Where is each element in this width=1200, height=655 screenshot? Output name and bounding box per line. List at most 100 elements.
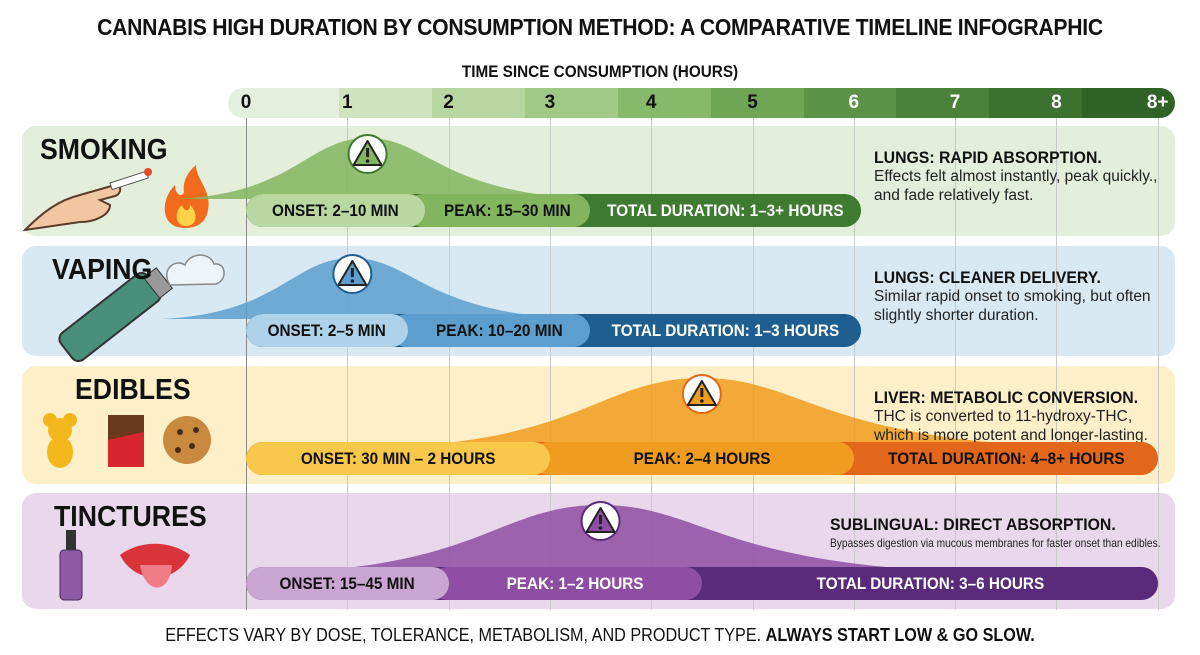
method-illustration [43,413,211,468]
timeline-segment-total: TOTAL DURATION: 4–8+ HOURS [835,442,1158,475]
segment-label: ONSET: 15–45 MIN [279,573,415,593]
timeline-segment-peak: PEAK: 15–30 MIN [407,194,591,227]
segment-label: PEAK: 2–4 HOURS [633,448,771,468]
axis-band-segment [1082,88,1175,118]
segment-label: PEAK: 1–2 HOURS [506,573,644,593]
warning-icon [580,501,621,541]
axis-band-segment [339,88,433,118]
warning-icon [347,134,388,174]
warning-icon [681,374,722,414]
gridline [549,118,551,610]
footer-note: EFFECTS VARY BY DOSE, TOLERANCE, METABOL… [165,625,1035,645]
segment-label: ONSET: 2–5 MIN [267,320,387,340]
segment-label: ONSET: 30 MIN – 2 HOURS [300,448,496,468]
axis-tick-label: 0 [240,92,252,113]
axis-band-segment [525,88,618,118]
description-text: Bypasses digestion via mucous membranes … [830,536,1161,550]
vapor-cloud-icon [165,254,225,286]
axis-tick-label: 6 [848,92,860,113]
peak-curve [381,378,1082,447]
method-description: LIVER: METABOLIC CONVERSION. THC is conve… [874,388,1174,445]
method-description: SUBLINGUAL: DIRECT ABSORPTION. Bypasses d… [830,515,1161,553]
hand-cigarette-icon [22,168,152,232]
description-text: Similar rapid onset to smoking, but ofte… [874,288,1151,324]
timeline-segment-total: TOTAL DURATION: 1–3+ HOURS [572,194,861,227]
timeline-segment-onset: ONSET: 2–5 MIN [246,314,409,347]
timeline-bar: ONSET: 2–10 MIN PEAK: 15–30 MIN TOTAL DURA… [246,194,861,227]
page-title: CANNABIS HIGH DURATION BY CONSUMPTION ME… [97,14,1103,40]
method-name: TINCTURES [54,501,207,533]
axis-band-segment [803,88,897,118]
method-illustration [59,530,190,601]
segment-label: TOTAL DURATION: 4–8+ HOURS [887,448,1125,468]
axis-band-segment [710,88,804,118]
segment-label: TOTAL DURATION: 3–6 HOURS [816,573,1044,593]
axis-tick-label: 5 [747,92,758,113]
timeline-segment-onset: ONSET: 15–45 MIN [246,567,449,600]
axis-tick-label: 8 [1051,92,1062,113]
dropper-bottle-icon [59,530,83,601]
gridline [1056,118,1058,610]
method-illustration [58,254,225,363]
axis-tick-label: 8+ [1146,92,1169,113]
mouth-tongue-icon [120,543,190,588]
gridline [955,118,957,610]
timeline-segment-onset: ONSET: 30 MIN – 2 HOURS [246,442,550,475]
method-description: LUNGS: RAPID ABSORPTION. Effects felt alm… [874,148,1174,205]
method-description: LUNGS: CLEANER DELIVERY. Similar rapid on… [874,268,1174,325]
gridline [246,118,247,610]
peak-curve [280,505,981,572]
warning-icon [332,254,373,294]
axis-tick-label: 2 [443,92,454,113]
description-heading: LUNGS: CLEANER DELIVERY. [874,268,1101,287]
method-name: EDIBLES [75,374,191,406]
method-illustration [22,165,209,232]
axis-tick-label: 3 [544,92,556,113]
fire-icon [164,165,209,228]
axis-tick-label: 7 [949,92,961,113]
peak-curve [160,258,581,319]
timeline-segment-peak: PEAK: 10–20 MIN [390,314,591,347]
timeline-segment-total: TOTAL DURATION: 1–3 HOURS [572,314,861,347]
gridline [853,118,855,610]
axis-tick-label: 4 [645,92,657,113]
axis-band-segment [617,88,711,118]
axis-title: TIME SINCE CONSUMPTION (HOURS) [461,62,739,81]
description-heading: LIVER: METABOLIC CONVERSION. [874,388,1139,407]
axis-band-segment [228,88,340,118]
chocolate-bar-icon [108,415,144,467]
axis-tick-label: 1 [342,92,353,113]
timeline-segment-peak: PEAK: 1–2 HOURS [430,567,702,600]
timeline-bar: ONSET: 30 MIN – 2 HOURS PEAK: 2–4 HOURS TO… [246,442,1158,475]
timeline-segment-total: TOTAL DURATION: 3–6 HOURS [683,567,1158,600]
axis-band-segment [432,88,526,118]
axis-band-segment [896,88,990,118]
method-name: VAPING [52,254,153,286]
description-text: THC is converted to 11-hydroxy-THC, whic… [874,408,1148,444]
axis-band-segment [989,88,1083,118]
cookie-icon [163,416,211,464]
segment-label: PEAK: 10–20 MIN [435,320,563,340]
segment-label: TOTAL DURATION: 1–3 HOURS [611,320,840,340]
gridline [448,118,450,610]
gummy-bear-icon [43,413,77,468]
gridline [752,118,754,610]
time-axis-band [228,88,1175,118]
peak-curve [175,138,596,199]
gridline [347,118,349,610]
description-text: Effects felt almost instantly, peak quic… [874,168,1158,204]
description-heading: SUBLINGUAL: DIRECT ABSORPTION. [830,515,1116,534]
timeline-segment-onset: ONSET: 2–10 MIN [246,194,426,227]
method-name: SMOKING [40,134,168,166]
timeline-bar: ONSET: 15–45 MIN PEAK: 1–2 HOURS TOTAL DUR… [246,567,1158,600]
segment-label: ONSET: 2–10 MIN [272,200,399,220]
gridline [651,118,653,610]
vape-pen-icon [58,267,174,363]
segment-label: TOTAL DURATION: 1–3+ HOURS [607,200,844,220]
gridline [1157,118,1159,610]
timeline-segment-peak: PEAK: 2–4 HOURS [531,442,854,475]
description-heading: LUNGS: RAPID ABSORPTION. [874,148,1102,167]
segment-label: PEAK: 15–30 MIN [444,200,572,220]
timeline-bar: ONSET: 2–5 MIN PEAK: 10–20 MIN TOTAL DURAT… [246,314,861,347]
